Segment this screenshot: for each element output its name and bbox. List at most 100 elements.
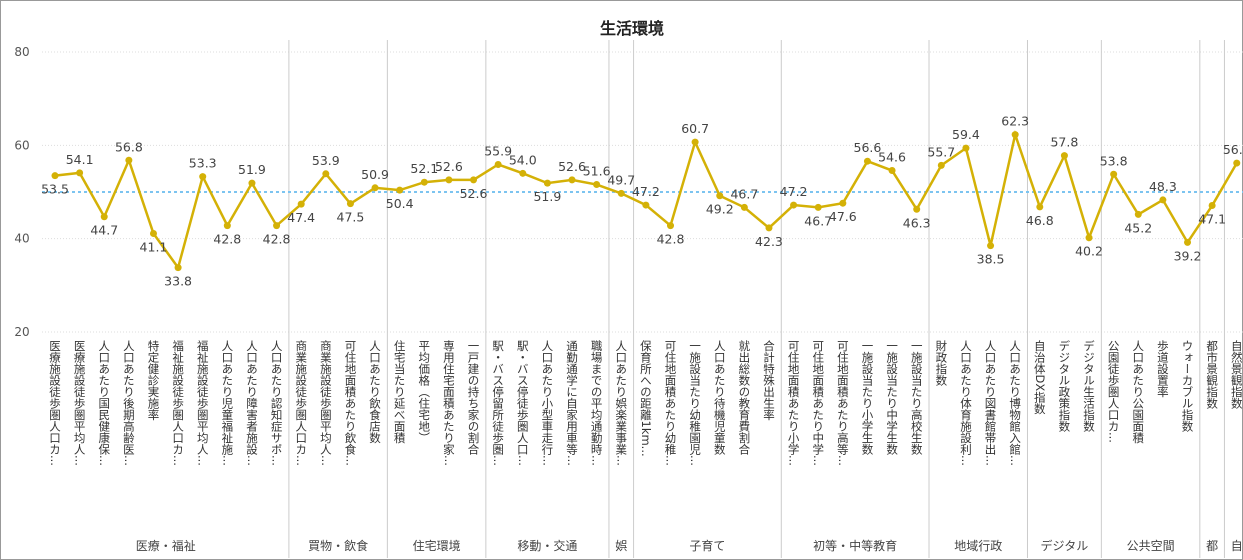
point <box>223 222 231 230</box>
x-tick-label: 可住地面積あたり高等... <box>836 340 850 466</box>
data-label: 40.2 <box>1075 244 1103 259</box>
point <box>1208 202 1216 210</box>
data-label: 45.2 <box>1124 220 1152 235</box>
point <box>642 201 650 209</box>
data-label: 49.2 <box>706 202 734 217</box>
x-tick-label: デジタル生活指数 <box>1082 339 1096 433</box>
point <box>667 222 674 230</box>
point <box>987 242 995 250</box>
point <box>593 181 601 189</box>
x-tick-label: 特定健診実施率 <box>146 339 160 421</box>
point <box>322 170 330 178</box>
data-label: 39.2 <box>1174 248 1202 263</box>
y-tick-label: 60 <box>14 138 29 152</box>
point <box>1159 196 1167 204</box>
point <box>962 144 970 152</box>
point <box>1085 234 1093 242</box>
x-tick-label: 人口あたり小型車走行... <box>540 340 554 466</box>
point <box>888 167 896 175</box>
x-tick-label: 可住地面積あたり飲食... <box>343 340 357 466</box>
x-tick-label: 公園徒歩圏人口カ... <box>1107 340 1121 443</box>
data-label: 56.2 <box>1223 142 1243 157</box>
x-tick-label: 可住地面積あたり幼稚... <box>664 340 678 466</box>
point <box>297 200 305 208</box>
point <box>814 203 822 211</box>
x-tick-label: 人口あたり公園面積 <box>1131 340 1145 444</box>
group-label: 医療・福祉 <box>136 538 196 553</box>
point <box>863 157 871 165</box>
x-tick-label: 財政指数 <box>934 339 948 387</box>
group-label: 買物・飲食 <box>308 538 368 553</box>
point <box>1134 210 1142 218</box>
x-tick-label: デジタル政策指数 <box>1057 339 1071 433</box>
data-label: 62.3 <box>1001 114 1029 129</box>
data-label: 47.2 <box>632 184 660 199</box>
y-tick-label: 80 <box>14 45 29 59</box>
x-tick-label: 一施設当たり幼稚園児... <box>688 340 702 466</box>
data-label: 47.6 <box>829 209 857 224</box>
x-tick-label: 専用住宅面積あたり家... <box>442 340 456 466</box>
data-label: 41.1 <box>140 240 168 255</box>
data-label: 53.9 <box>312 153 340 168</box>
point <box>543 179 551 187</box>
group-label: 娯 <box>615 539 627 553</box>
data-label: 56.8 <box>115 139 143 154</box>
x-tick-label: 人口あたり体育施設利... <box>959 340 973 466</box>
data-label: 42.8 <box>213 232 241 247</box>
x-tick-label: 一施設当たり小学生数 <box>860 340 874 456</box>
data-label: 33.8 <box>164 274 192 289</box>
data-label: 47.4 <box>287 210 315 225</box>
point <box>346 200 354 208</box>
data-label: 50.9 <box>361 167 389 182</box>
point <box>445 176 453 184</box>
point <box>691 138 699 146</box>
point <box>519 169 527 177</box>
data-label: 52.6 <box>460 186 488 201</box>
x-tick-label: 人口あたり娯楽業事業... <box>614 340 628 466</box>
x-tick-label: 職場までの平均通勤時... <box>590 340 604 466</box>
point <box>1233 159 1241 167</box>
x-tick-label: 商業施設徒歩圏平均人... <box>319 339 333 466</box>
point <box>568 176 576 184</box>
data-label: 42.3 <box>755 234 783 249</box>
x-tick-label: 人口あたり認知症サポ... <box>270 340 284 466</box>
data-label: 42.8 <box>657 232 685 247</box>
point <box>149 230 157 238</box>
group-label: 住宅環境 <box>413 538 461 553</box>
data-label: 52.6 <box>435 159 463 174</box>
data-label: 57.8 <box>1050 135 1078 150</box>
point <box>740 203 748 211</box>
x-tick-label: 一戸建の持ち家の割合 <box>467 340 481 455</box>
point <box>1184 238 1192 246</box>
data-label: 53.5 <box>41 182 69 197</box>
x-tick-label: 医療施設徒歩圏人口カ... <box>48 340 62 466</box>
group-label: デジタル <box>1041 538 1089 553</box>
point <box>617 189 625 197</box>
x-tick-label: 可住地面積あたり中学... <box>811 340 825 466</box>
x-tick-label: 歩道設置率 <box>1156 339 1170 398</box>
point <box>470 176 478 184</box>
y-tick-label: 40 <box>14 232 29 246</box>
x-tick-label: 人口あたり後期高齢医... <box>122 340 136 466</box>
x-tick-label: 商業施設徒歩圏人口カ... <box>294 339 308 466</box>
data-label: 46.7 <box>804 213 832 228</box>
x-tick-label: 通勤通学に自家用車等... <box>565 340 579 466</box>
group-label: 都 <box>1206 539 1218 553</box>
data-label: 53.3 <box>189 156 217 171</box>
point <box>396 186 404 194</box>
point <box>1036 203 1044 211</box>
point <box>1110 170 1118 178</box>
data-label: 47.1 <box>1198 212 1226 227</box>
x-tick-label: 住宅当たり延べ面積 <box>393 339 407 444</box>
x-tick-label: 福祉施設徒歩圏人口カ... <box>171 339 185 466</box>
point <box>716 192 724 200</box>
x-tick-label: 人口あたり国民健康保... <box>97 340 111 466</box>
point <box>248 179 256 187</box>
data-label: 53.8 <box>1100 153 1128 168</box>
point <box>494 160 502 168</box>
chart-title: 生活環境 <box>600 19 664 38</box>
x-tick-label: ウォーカブル指数 <box>1181 340 1195 433</box>
x-tick-label: 平均価格（住宅地） <box>417 340 431 444</box>
